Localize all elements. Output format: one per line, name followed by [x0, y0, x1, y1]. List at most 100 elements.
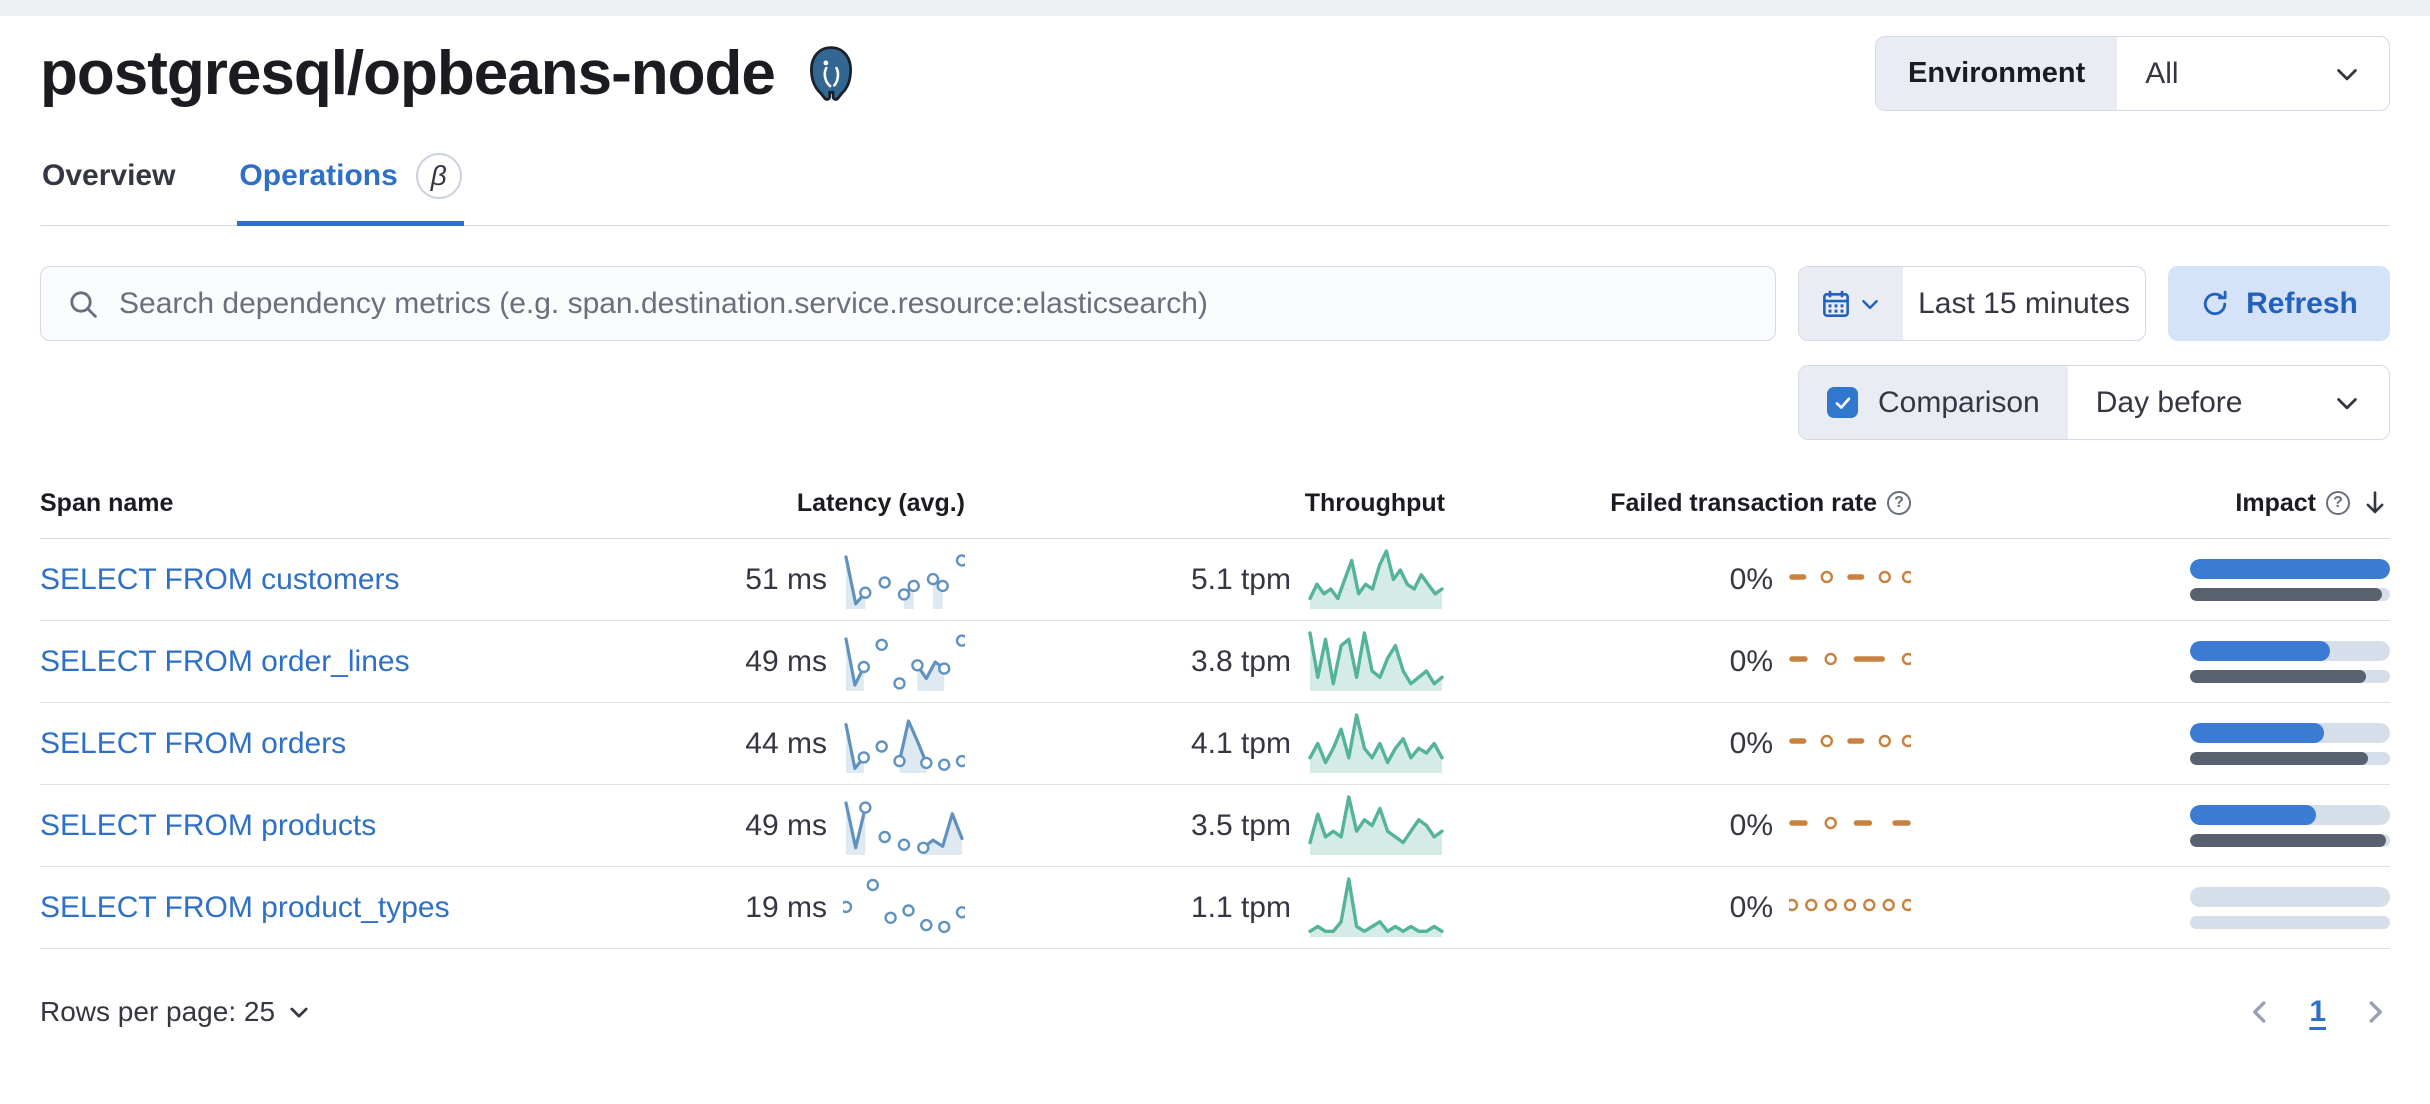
failed-rate-value: 0%: [1729, 644, 1773, 678]
latency-value: 49 ms: [745, 644, 827, 678]
help-icon: ?: [2326, 491, 2350, 515]
span-link[interactable]: SELECT FROM customers: [40, 562, 400, 596]
table-row: SELECT FROM customers 51 ms 5.1 tpm 0%: [40, 539, 2390, 621]
latency-value: 44 ms: [745, 726, 827, 760]
throughput-sparkline: [1307, 626, 1445, 697]
help-icon: ?: [1887, 491, 1911, 515]
chevron-down-icon: [1862, 299, 1878, 309]
throughput-value: 5.1 tpm: [1190, 562, 1291, 596]
operations-table: Span name Latency (avg.) Throughput Fail…: [40, 488, 2390, 949]
latency-sparkline: [843, 796, 965, 861]
date-picker: Last 15 minutes: [1798, 266, 2146, 341]
calendar-icon: [1823, 290, 1849, 317]
impact-bars: [2190, 886, 2390, 929]
throughput-value: 3.8 tpm: [1190, 644, 1291, 678]
column-header-throughput[interactable]: Throughput: [1304, 488, 1445, 517]
latency-value: 49 ms: [745, 808, 827, 842]
sort-descending-icon: [2366, 491, 2384, 514]
tab-bar: Overview Operations β: [40, 147, 2390, 226]
span-link[interactable]: SELECT FROM products: [40, 808, 377, 842]
rows-per-page-button[interactable]: Rows per page: 25: [40, 996, 311, 1028]
latency-value: 51 ms: [745, 562, 827, 596]
impact-bars: [2190, 640, 2390, 683]
impact-current-bar: [2190, 640, 2390, 661]
failed-rate-sparkline: [1789, 801, 1911, 850]
latency-sparkline: [843, 550, 969, 615]
table-row: SELECT FROM products 49 ms 3.5 tpm 0%: [40, 785, 2390, 867]
chevron-down-icon: [290, 1007, 308, 1018]
search-icon: [70, 290, 97, 318]
beta-badge: β: [415, 153, 462, 199]
span-link[interactable]: SELECT FROM product_types: [40, 890, 450, 924]
latency-value: 19 ms: [745, 890, 827, 924]
comparison-select[interactable]: Day before: [2067, 366, 2389, 439]
column-header-failed-rate[interactable]: Failed transaction rate ?: [1445, 489, 1911, 518]
impact-previous-bar: [2190, 669, 2390, 683]
refresh-label: Refresh: [2246, 286, 2358, 320]
failed-rate-sparkline: [1789, 637, 1915, 686]
chevron-down-icon: [2337, 397, 2357, 409]
environment-select[interactable]: All: [2117, 37, 2389, 110]
table-footer: Rows per page: 25 1: [40, 995, 2390, 1029]
span-link[interactable]: SELECT FROM order_lines: [40, 644, 410, 678]
date-picker-quick-menu[interactable]: [1799, 267, 1903, 340]
impact-bars: [2190, 558, 2390, 601]
throughput-sparkline: [1307, 544, 1445, 615]
search-box: [40, 266, 1776, 341]
comparison-prepend: Comparison: [1799, 366, 2068, 439]
comparison-control: Comparison Day before: [1798, 365, 2390, 440]
previous-page-button[interactable]: [2245, 997, 2275, 1027]
refresh-button[interactable]: Refresh: [2168, 266, 2390, 341]
toolbar: Last 15 minutes Refresh: [40, 266, 2390, 341]
throughput-value: 1.1 tpm: [1190, 890, 1291, 924]
environment-filter: Environment All: [1875, 36, 2390, 111]
chevron-down-icon: [2337, 68, 2357, 80]
failed-rate-value: 0%: [1729, 808, 1773, 842]
tab-operations[interactable]: Operations β: [237, 147, 465, 226]
comparison-label: Comparison: [1878, 385, 2040, 419]
impact-current-bar: [2190, 804, 2390, 825]
column-header-impact[interactable]: Impact ?: [1911, 488, 2390, 518]
tab-overview-label: Overview: [42, 159, 176, 192]
latency-sparkline: [843, 632, 969, 697]
search-input[interactable]: [119, 286, 1749, 321]
pagination: 1: [2245, 995, 2390, 1029]
throughput-value: 4.1 tpm: [1190, 726, 1291, 760]
impact-current-bar: [2190, 886, 2390, 907]
time-range-value: Last 15 minutes: [1918, 286, 2130, 320]
column-header-latency[interactable]: Latency (avg.): [796, 488, 965, 517]
impact-current-bar: [2190, 722, 2390, 743]
failed-rate-sparkline: [1789, 719, 1915, 768]
span-link[interactable]: SELECT FROM orders: [40, 726, 347, 760]
environment-value: All: [2145, 56, 2179, 90]
impact-previous-bar: [2190, 587, 2390, 601]
page-number[interactable]: 1: [2309, 995, 2326, 1028]
table-row: SELECT FROM order_lines 49 ms 3.8 tpm 0%: [40, 621, 2390, 703]
chevron-left-icon: [2253, 1001, 2266, 1023]
table-row: SELECT FROM product_types 19 ms 1.1 tpm …: [40, 867, 2390, 949]
next-page-button[interactable]: [2360, 997, 2390, 1027]
kibana-chrome-edge: [0, 0, 2430, 16]
throughput-sparkline: [1307, 790, 1445, 861]
tab-overview[interactable]: Overview: [40, 147, 177, 225]
impact-previous-bar: [2190, 751, 2390, 765]
refresh-icon: [2203, 290, 2227, 315]
check-icon: [1835, 396, 1850, 409]
tab-operations-label: Operations: [239, 159, 398, 192]
throughput-value: 3.5 tpm: [1190, 808, 1291, 842]
table-row: SELECT FROM orders 44 ms 4.1 tpm 0%: [40, 703, 2390, 785]
impact-bars: [2190, 722, 2390, 765]
latency-sparkline: [839, 878, 969, 943]
comparison-checkbox[interactable]: [1827, 387, 1858, 418]
throughput-sparkline: [1307, 872, 1445, 943]
chevron-right-icon: [2369, 1001, 2382, 1023]
impact-current-bar: [2190, 558, 2390, 579]
table-body: SELECT FROM customers 51 ms 5.1 tpm 0% S…: [40, 539, 2390, 949]
impact-bars: [2190, 804, 2390, 847]
impact-previous-bar: [2190, 915, 2390, 929]
column-header-span-name[interactable]: Span name: [40, 488, 174, 517]
failed-rate-sparkline: [1785, 883, 1915, 932]
time-range-button[interactable]: Last 15 minutes: [1903, 267, 2145, 340]
environment-label: Environment: [1876, 37, 2118, 110]
impact-previous-bar: [2190, 833, 2390, 847]
